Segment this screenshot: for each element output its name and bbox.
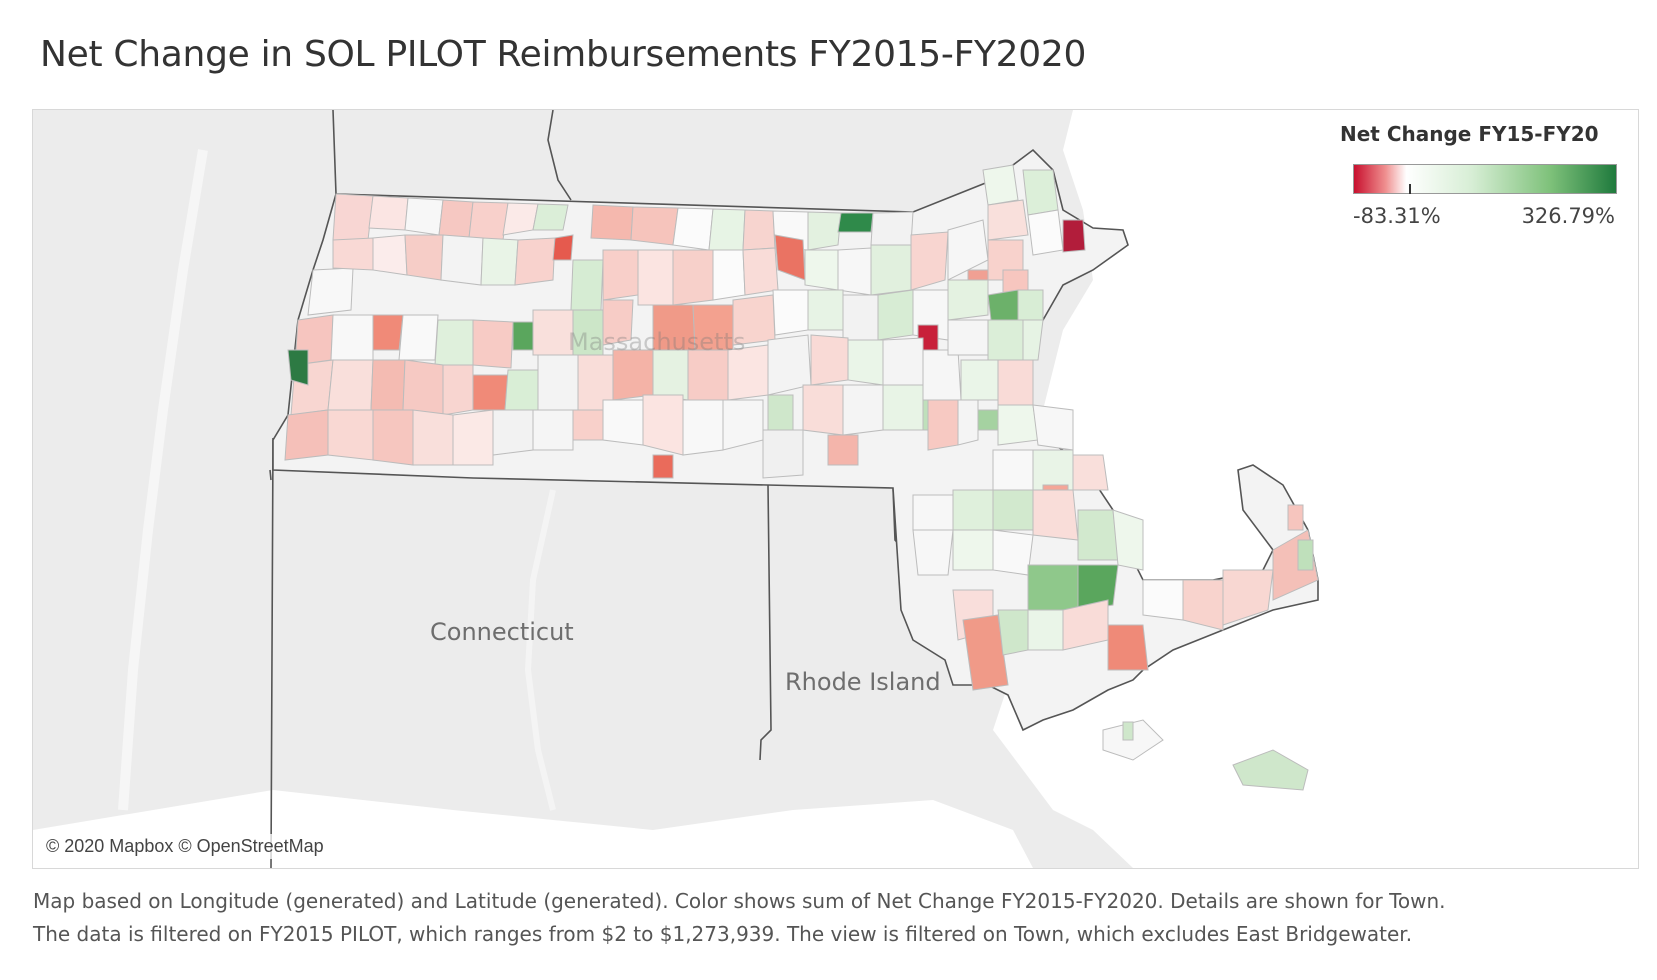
terrain-texture: [118, 149, 208, 811]
state-border-lines: [269, 110, 944, 868]
terrain-texture-2: [524, 489, 556, 811]
map-canvas[interactable]: [33, 110, 1638, 868]
caption-line-2: The data is filtered on FY2015 PILOT, wh…: [33, 922, 1413, 946]
legend-color-ramp: [1353, 164, 1617, 194]
legend-max-label: 326.79%: [1521, 204, 1615, 228]
legend-min-label: -83.31%: [1353, 204, 1441, 228]
page-title: Net Change in SOL PILOT Reimbursements F…: [40, 34, 1087, 75]
legend-zero-tick: [1409, 184, 1411, 194]
map-view[interactable]: Connecticut Rhode Island Massachusetts: [32, 109, 1639, 869]
color-legend: Net Change FY15-FY20 -83.31% 326.79%: [1340, 122, 1620, 228]
state-label-rhode-island: Rhode Island: [785, 668, 941, 696]
town-choropleth[interactable]: [284, 164, 1319, 791]
caption-line-1: Map based on Longitude (generated) and L…: [33, 889, 1446, 913]
map-attribution[interactable]: © 2020 Mapbox © OpenStreetMap: [40, 834, 330, 859]
state-label-connecticut: Connecticut: [430, 618, 574, 646]
state-label-massachusetts: Massachusetts: [568, 328, 746, 356]
ocean-water: [993, 110, 1638, 868]
legend-title: Net Change FY15-FY20: [1340, 122, 1599, 146]
